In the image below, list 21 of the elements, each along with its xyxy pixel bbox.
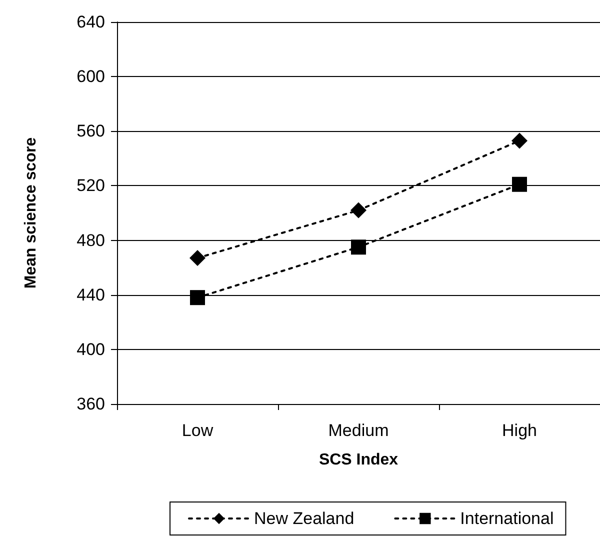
- y-axis-title: Mean science score: [22, 137, 40, 289]
- y-tick-label: 400: [76, 340, 105, 359]
- y-tick-label: 560: [76, 122, 105, 141]
- y-tick-label: 520: [76, 176, 105, 196]
- y-tick-label: 600: [76, 67, 105, 86]
- point: [351, 240, 366, 255]
- y-tick-label: 480: [76, 230, 105, 250]
- point: [512, 132, 528, 149]
- point: [512, 176, 527, 192]
- point: [190, 290, 205, 306]
- point: [190, 250, 206, 266]
- x-axis-title: SCS Index: [318, 452, 398, 468]
- y-tick-label: 640: [76, 12, 105, 32]
- point: [350, 202, 366, 218]
- x-tick-label: Low: [182, 421, 214, 440]
- y-tick-label: 440: [76, 285, 105, 304]
- x-tick-label: Medium: [328, 421, 389, 440]
- y-tick-label: 360: [76, 394, 105, 414]
- legend-label: International: [460, 509, 554, 528]
- legend-label: New Zealand: [254, 509, 354, 528]
- x-tick-label: High: [502, 421, 537, 440]
